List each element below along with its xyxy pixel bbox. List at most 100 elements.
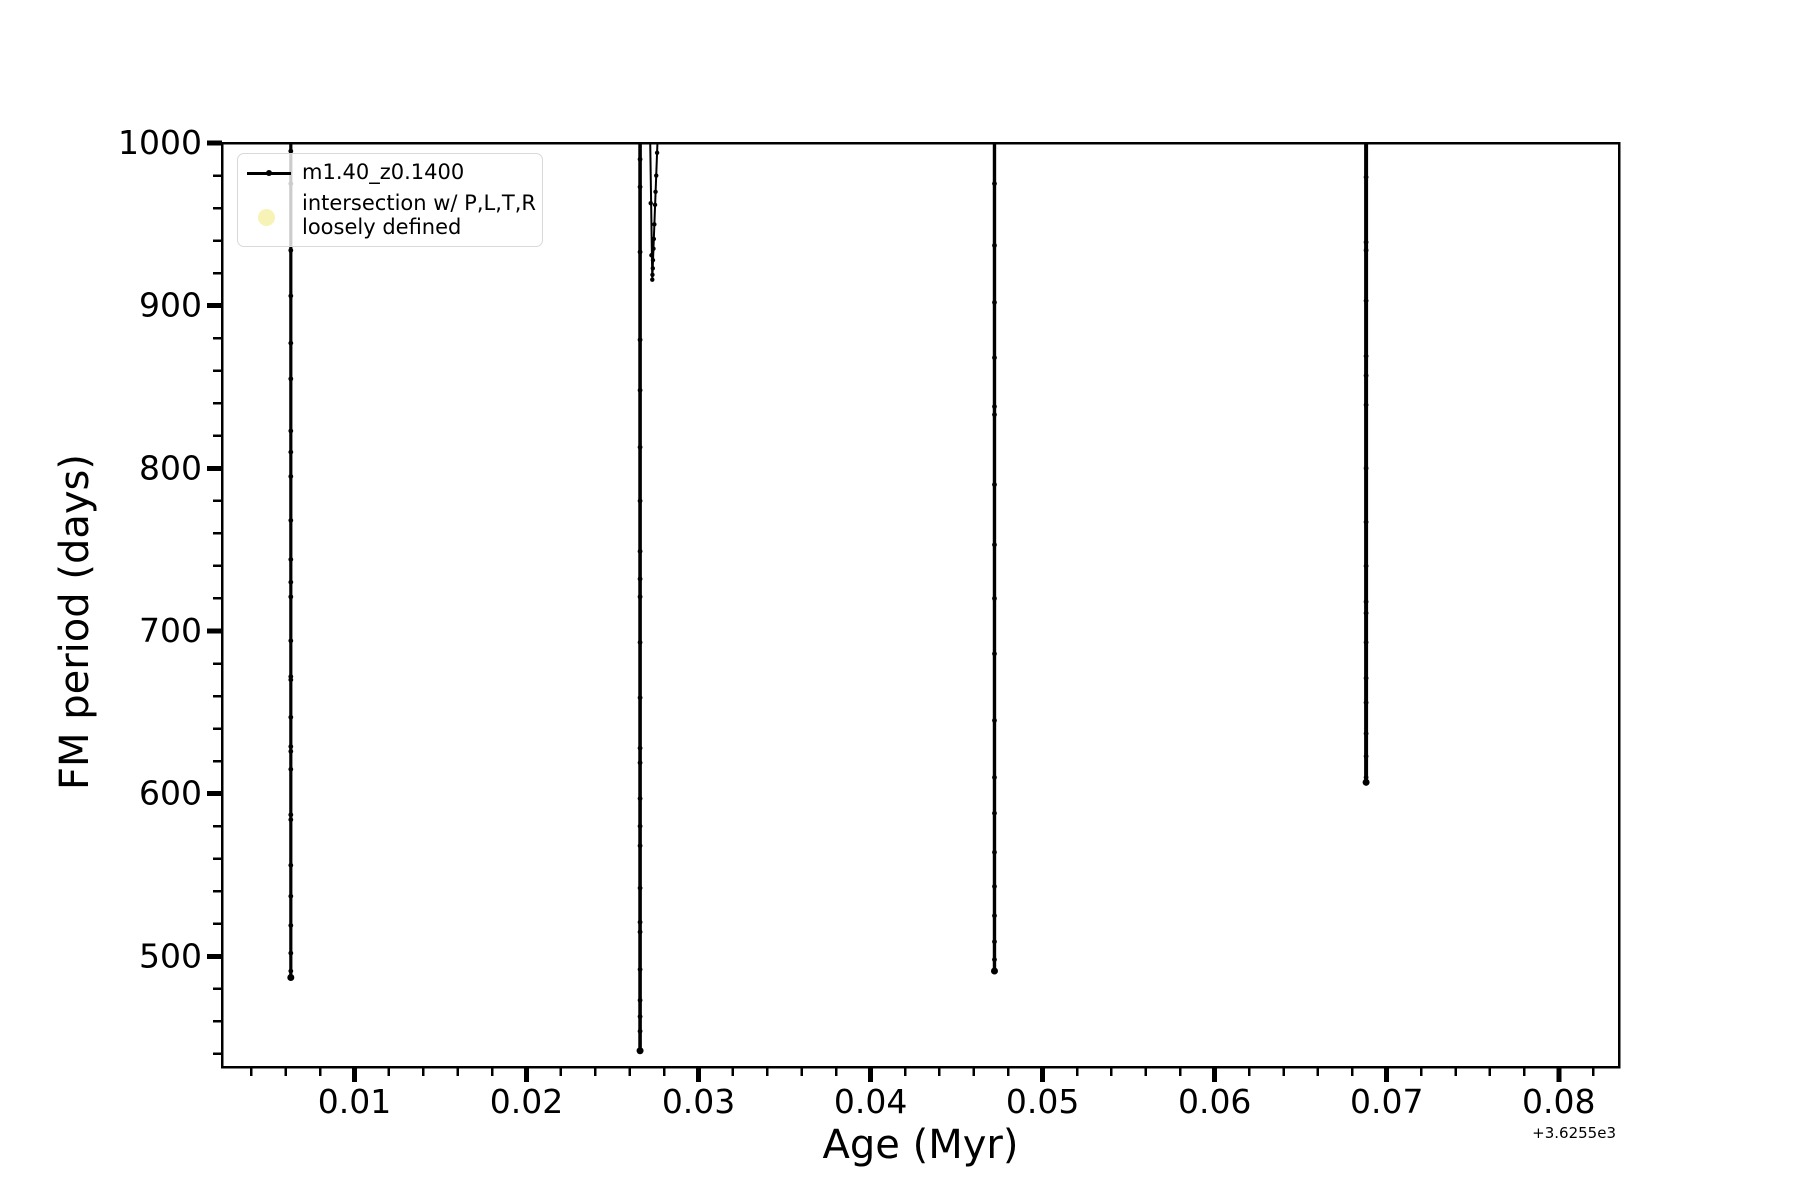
series-data-point bbox=[637, 337, 643, 343]
series-data-point bbox=[1363, 353, 1369, 359]
series-data-point bbox=[288, 518, 294, 523]
series-data-point bbox=[1363, 753, 1369, 759]
series-data-point bbox=[288, 340, 294, 346]
series-data-point bbox=[992, 775, 997, 780]
series-data-point bbox=[1363, 402, 1369, 408]
series-data-point bbox=[637, 594, 643, 600]
series-data-point bbox=[637, 640, 643, 645]
legend-line-sample bbox=[247, 170, 291, 177]
series-data-point bbox=[288, 862, 294, 868]
x-tick-label: 0.05 bbox=[1006, 1082, 1079, 1121]
series-data-point bbox=[637, 1014, 643, 1019]
series-data-point bbox=[1363, 519, 1369, 525]
series-data-point bbox=[650, 277, 655, 282]
series-data-point bbox=[1363, 239, 1369, 245]
series-data-point bbox=[652, 202, 658, 208]
series-data-point bbox=[650, 266, 655, 271]
series-data-point bbox=[651, 236, 657, 242]
series-data-point bbox=[288, 893, 294, 899]
series-data-point bbox=[288, 594, 294, 600]
series-data-point bbox=[637, 843, 643, 849]
y-tick-label: 900 bbox=[139, 286, 202, 325]
series-data-point bbox=[992, 651, 997, 657]
series-data-point bbox=[992, 884, 997, 889]
series-data-point bbox=[649, 253, 654, 258]
y-tick-label: 800 bbox=[139, 448, 202, 487]
series-data-point bbox=[288, 749, 294, 754]
data-series-group bbox=[287, 143, 1370, 1055]
series-data-point bbox=[1363, 610, 1369, 616]
series-data-point bbox=[654, 150, 660, 155]
series-data-point bbox=[1363, 775, 1369, 780]
series-data-point bbox=[637, 760, 643, 766]
x-axis-label: Age (Myr) bbox=[822, 1122, 1019, 1168]
x-tick-label: 0.03 bbox=[662, 1082, 735, 1121]
series-data-point bbox=[637, 387, 643, 393]
series-data-point bbox=[637, 966, 643, 972]
series-data-point bbox=[651, 246, 656, 251]
x-tick-label: 0.08 bbox=[1522, 1082, 1595, 1121]
series-data-point bbox=[288, 638, 294, 644]
series-data-point bbox=[992, 718, 997, 723]
legend-label-intersection-line2: loosely defined bbox=[302, 215, 462, 239]
series-data-point bbox=[637, 1028, 643, 1034]
series-data-point bbox=[992, 939, 997, 945]
series-data-point bbox=[637, 184, 643, 190]
series-data-point bbox=[992, 355, 997, 361]
series-data-point bbox=[288, 293, 294, 299]
series-data-point bbox=[1363, 640, 1369, 645]
axes-spines bbox=[220, 141, 1621, 1069]
series-data-point bbox=[637, 919, 643, 925]
series-data-point bbox=[992, 243, 997, 248]
x-tick-label: 0.02 bbox=[490, 1082, 563, 1121]
series-data-point bbox=[992, 181, 997, 187]
series-data-point bbox=[653, 189, 658, 195]
series-data-point bbox=[288, 376, 294, 382]
y-tick-label: 1000 bbox=[118, 123, 202, 162]
series-data-point bbox=[288, 923, 294, 928]
series-data-point bbox=[637, 576, 643, 582]
x-tick-label: 0.01 bbox=[318, 1082, 391, 1121]
series-data-point bbox=[1363, 563, 1369, 569]
legend-line-marker-dot-icon bbox=[266, 170, 272, 177]
series-data-point bbox=[654, 173, 659, 178]
series-data-point bbox=[1363, 465, 1369, 471]
series-data-point bbox=[652, 222, 657, 227]
series-data-point bbox=[648, 200, 653, 206]
series-data-point bbox=[288, 744, 294, 749]
series-data-point bbox=[637, 695, 643, 701]
series-data-point bbox=[288, 812, 294, 818]
series-data-point bbox=[1363, 373, 1369, 379]
x-tick-label: 0.07 bbox=[1350, 1082, 1423, 1121]
series-data-point bbox=[1363, 675, 1369, 681]
series-data-point bbox=[288, 766, 294, 772]
series-data-point bbox=[992, 300, 997, 305]
series-data-point bbox=[650, 257, 656, 263]
series-data-point bbox=[992, 542, 997, 548]
series-data-point bbox=[650, 272, 655, 277]
series-data-point bbox=[992, 849, 997, 855]
series-data-point bbox=[637, 823, 643, 829]
series-data-point bbox=[1362, 778, 1370, 786]
series-data-point bbox=[990, 967, 998, 975]
series-data-point bbox=[1363, 599, 1369, 605]
series-data-point bbox=[1363, 700, 1369, 706]
series-data-point bbox=[992, 412, 997, 418]
legend-intersection-circle-icon bbox=[258, 209, 275, 226]
series-data-point bbox=[287, 974, 295, 982]
series-data-point bbox=[288, 148, 294, 154]
series-data-point bbox=[637, 885, 643, 891]
series-data-point bbox=[992, 482, 997, 488]
series-data-point bbox=[1363, 247, 1369, 253]
series-data-point bbox=[992, 957, 997, 963]
series-data-point bbox=[637, 997, 643, 1003]
legend: m1.40_z0.1400 intersection w/ P,L,T,R lo… bbox=[237, 153, 543, 247]
y-tick-label: 600 bbox=[139, 774, 202, 813]
series-data-point bbox=[992, 913, 997, 919]
x-tick-label: 0.06 bbox=[1178, 1082, 1251, 1121]
x-axis-offset-text: +3.6255e3 bbox=[1532, 1124, 1616, 1142]
series-data-point bbox=[288, 677, 294, 683]
series-data-point bbox=[288, 579, 294, 585]
series-data-point bbox=[288, 950, 294, 956]
